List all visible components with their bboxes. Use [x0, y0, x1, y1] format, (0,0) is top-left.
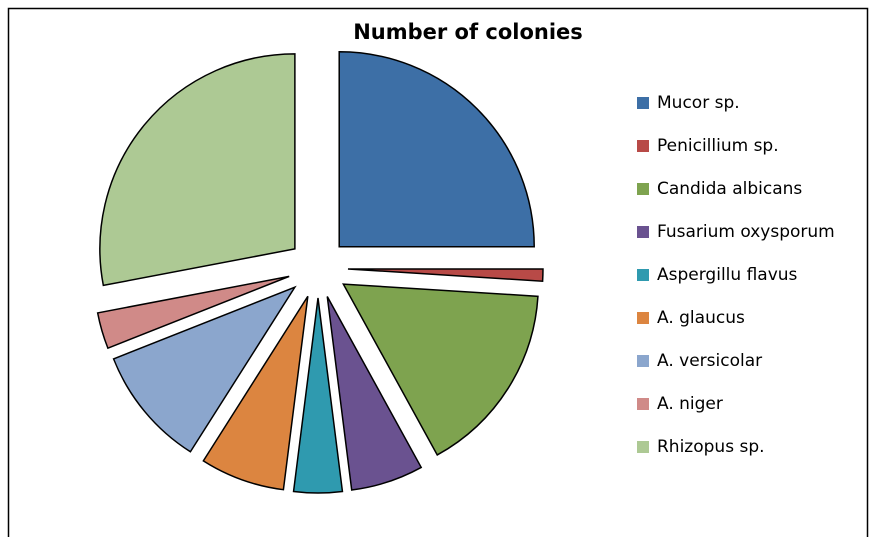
- legend-label: Mucor sp.: [657, 93, 740, 113]
- legend-label: Penicillium sp.: [657, 136, 779, 156]
- pie-slice: [202, 295, 309, 491]
- pie-slice: [292, 297, 344, 494]
- legend-label: Aspergillu flavus: [657, 265, 798, 285]
- chart-title: Number of colonies: [353, 20, 583, 44]
- pie-slice: [96, 275, 290, 350]
- pie-slice: [338, 51, 535, 248]
- legend-label: Rhizopus sp.: [657, 437, 765, 457]
- legend-swatch: [637, 398, 649, 410]
- legend-swatch: [637, 183, 649, 195]
- legend-label: A. versicolar: [657, 351, 762, 371]
- legend-swatch: [637, 441, 649, 453]
- legend-label: A. glaucus: [657, 308, 745, 328]
- legend-swatch: [637, 355, 649, 367]
- pie-slice: [342, 283, 539, 456]
- legend-label: Candida albicans: [657, 179, 802, 199]
- legend-swatch: [637, 312, 649, 324]
- legend-swatch: [637, 97, 649, 109]
- pie-slice: [326, 296, 423, 491]
- pie-slice: [347, 268, 544, 282]
- pie-slice: [112, 285, 297, 453]
- legend-label: A. niger: [657, 394, 723, 414]
- legend-label: Fusarium oxysporum: [657, 222, 835, 242]
- legend-swatch: [637, 140, 649, 152]
- legend-swatch: [637, 269, 649, 281]
- pie-slice: [99, 53, 296, 287]
- legend-swatch: [637, 226, 649, 238]
